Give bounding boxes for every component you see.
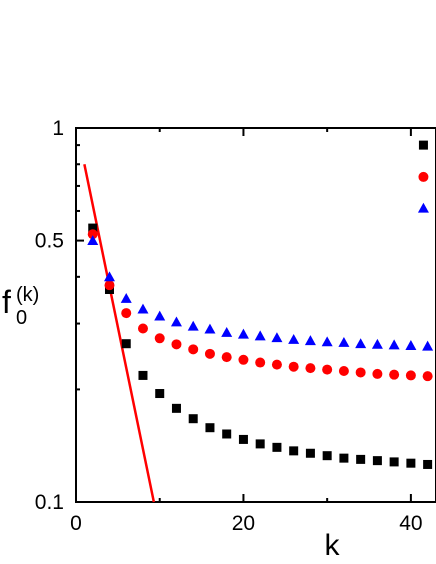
triangle-point <box>120 293 132 303</box>
square-point <box>188 414 198 424</box>
y-axis-title-sup: (k) <box>16 284 39 306</box>
circle-point <box>87 229 98 240</box>
circle-point <box>255 357 266 368</box>
square-point <box>255 439 265 449</box>
triangle-point <box>288 333 300 344</box>
x-tick-label: 40 <box>399 512 422 535</box>
circle-point <box>305 363 316 374</box>
x-tick-label: 0 <box>70 512 82 535</box>
circle-point <box>389 369 400 380</box>
circle-point <box>355 367 366 378</box>
circle-point <box>121 308 132 319</box>
square-point <box>138 370 148 380</box>
circle-point <box>171 339 182 350</box>
triangle-point <box>237 328 249 339</box>
y-axis-title-main: f <box>2 284 11 320</box>
square-point <box>423 459 433 469</box>
circle-point <box>221 352 232 363</box>
triangle-point <box>204 323 216 334</box>
square-point <box>406 458 416 468</box>
square-point <box>222 429 232 439</box>
triangle-point <box>103 271 115 282</box>
square-point <box>389 457 399 467</box>
data-points-layer <box>87 140 434 469</box>
y-axis-title: f 0 (k) <box>2 284 39 329</box>
triangle-point <box>187 320 199 331</box>
square-point <box>272 442 282 452</box>
triangle-point <box>417 202 429 213</box>
circle-point <box>322 364 333 375</box>
circle-point <box>154 333 165 344</box>
square-point <box>121 339 131 349</box>
triangle-point <box>422 340 434 351</box>
tick-labels: 0 20 40 0.1 0.5 1 <box>35 117 423 535</box>
circle-point <box>288 361 299 372</box>
triangle-point <box>405 340 417 350</box>
triangle-point <box>338 336 350 347</box>
circle-point <box>422 371 433 382</box>
square-point <box>289 446 299 456</box>
square-point <box>372 456 382 466</box>
circle-point <box>338 366 349 377</box>
circle-point <box>104 280 115 291</box>
square-point <box>418 140 428 150</box>
circle-point <box>271 359 282 370</box>
circle-point <box>137 323 148 334</box>
square-point <box>205 423 215 433</box>
y-tick-label: 1 <box>52 117 64 140</box>
x-tick-label: 20 <box>232 512 255 535</box>
square-point <box>339 453 349 463</box>
triangle-point <box>87 235 99 245</box>
circle-point <box>188 344 199 355</box>
triangle-point <box>388 339 400 350</box>
y-tick-label: 0.5 <box>35 230 64 253</box>
triangle-point <box>371 338 383 349</box>
plot-frame <box>75 127 436 503</box>
triangle-point <box>170 316 182 327</box>
triangle-point <box>304 335 316 346</box>
square-point <box>171 403 181 413</box>
square-point <box>322 451 332 461</box>
circle-point <box>372 368 383 379</box>
circle-point <box>204 348 215 359</box>
circle-point <box>238 354 249 365</box>
y-tick-label: 0.1 <box>35 491 64 514</box>
square-point <box>238 434 248 444</box>
square-point <box>356 454 366 464</box>
fit-line <box>83 163 156 503</box>
fit-line-layer <box>83 163 156 503</box>
square-point <box>155 389 165 399</box>
x-axis-title: k <box>325 529 341 562</box>
triangle-point <box>154 310 166 321</box>
circle-point <box>405 370 416 381</box>
y-axis-title-sub: 0 <box>16 307 27 329</box>
square-point <box>305 448 315 458</box>
triangle-point <box>221 326 233 337</box>
triangle-point <box>321 336 333 347</box>
triangle-point <box>271 332 283 343</box>
triangle-point <box>137 303 149 314</box>
square-point <box>88 223 98 233</box>
circle-point <box>418 171 429 182</box>
axis-ticks <box>75 127 412 503</box>
triangle-point <box>254 330 266 341</box>
triangle-point <box>355 338 367 349</box>
